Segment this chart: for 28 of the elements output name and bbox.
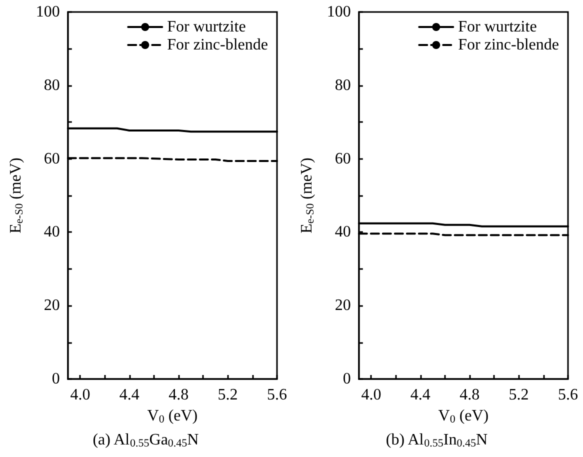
y-tick-label: 80 <box>44 76 60 94</box>
legend-label: For wurtzite <box>167 18 246 36</box>
x-tick-label: 4.4 <box>410 386 430 404</box>
y-axis-title: Ee-S0 (meV) <box>298 158 316 234</box>
y-tick-label: 20 <box>334 297 351 314</box>
legend-label: For zinc-blende <box>458 36 560 54</box>
x-tick-label: 5.6 <box>267 386 287 404</box>
y-tick-label: 40 <box>44 224 60 241</box>
y-tick-label: 40 <box>334 224 351 241</box>
y-tick-label: 100 <box>326 4 351 20</box>
y-tick-label: 0 <box>342 370 351 388</box>
y-tick-label: 0 <box>52 370 60 388</box>
x-tick-label: 5.2 <box>218 386 238 404</box>
x-tick-label: 4.4 <box>119 386 140 404</box>
x-tick-label: 4.8 <box>168 386 189 404</box>
y-tick-label: 20 <box>44 297 60 314</box>
legend-label: For wurtzite <box>458 18 537 36</box>
y-tick-label: 60 <box>334 150 351 168</box>
legend-label: For zinc-blende <box>167 36 268 54</box>
x-tick-label: 5.2 <box>508 386 529 404</box>
y-axis-title: Ee-S0 (meV) <box>8 158 26 234</box>
x-tick-label: 4.0 <box>70 386 90 404</box>
y-tick-label: 80 <box>334 76 351 94</box>
x-tick-label: 4.0 <box>361 386 382 404</box>
y-tick-label: 60 <box>44 150 60 168</box>
x-tick-label: 5.6 <box>558 386 578 404</box>
x-tick-label: 4.8 <box>460 386 480 404</box>
y-tick-label: 100 <box>36 4 60 20</box>
